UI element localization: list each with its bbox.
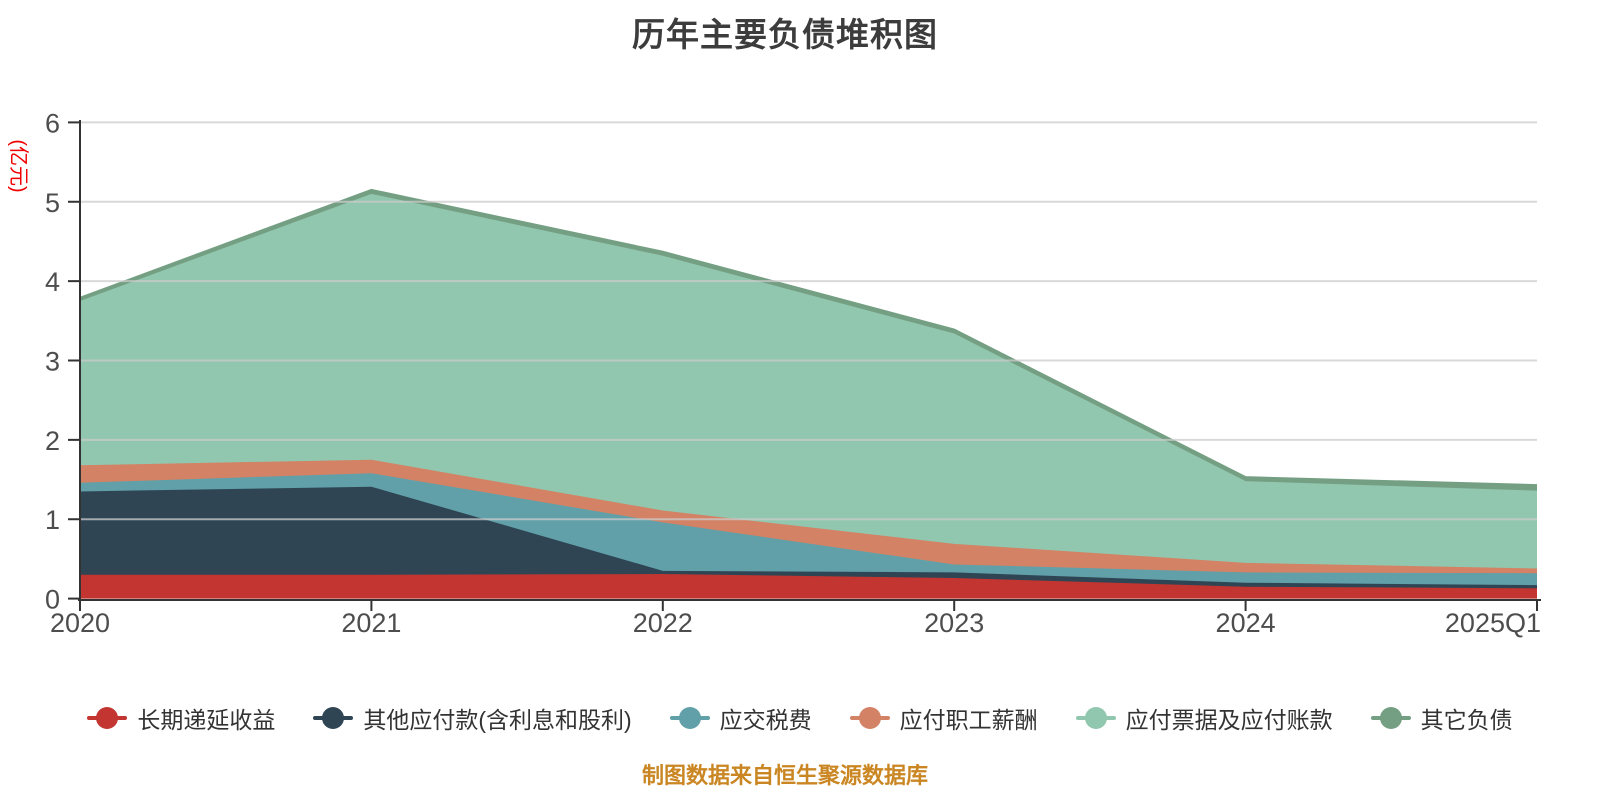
y-tick-label-6: 6 [45, 108, 60, 138]
chart-title: 历年主要负债堆积图 [632, 16, 938, 53]
legend-item-1[interactable]: 其他应付款(含利息和股利) [313, 701, 632, 735]
y-tick-label-1: 1 [45, 505, 60, 535]
y-tick-label-5: 5 [45, 188, 60, 218]
legend-item-4[interactable]: 应付票据及应付账款 [1075, 701, 1333, 735]
area-series-3[interactable] [80, 459, 1537, 574]
x-tick-label-2022: 2022 [633, 608, 693, 638]
legend-item-0[interactable]: 长期递延收益 [87, 701, 275, 735]
legend-label: 其他应付款(含利息和股利) [363, 707, 632, 733]
y-tick-label-0: 0 [45, 585, 60, 615]
x-tick-label-2024: 2024 [1216, 608, 1276, 638]
line-series-1 [79, 485, 1538, 587]
legend-label: 应交税费 [719, 707, 812, 733]
data-source-note: 制图数据来自恒生聚源数据库 [641, 763, 928, 788]
legend-line-dot-icon [1075, 707, 1116, 729]
chart-legend: 长期递延收益 其他应付款(含利息和股利) 应交税费 应付职工薪酬 应付票据及应付账款 其它… [0, 697, 1600, 739]
area-series-1[interactable] [80, 486, 1537, 589]
area-series-0[interactable] [80, 573, 1537, 599]
legend-label: 长期递延收益 [137, 707, 276, 733]
legend-label: 应付票据及应付账款 [1125, 707, 1333, 733]
legend-dot-icon [678, 707, 701, 729]
legend-dot-icon [96, 707, 119, 729]
line-series-5 [79, 188, 1538, 487]
area-series-2[interactable] [80, 473, 1537, 586]
legend-dot-icon [1379, 707, 1402, 729]
area-series-4[interactable] [80, 193, 1537, 569]
legend-line-dot-icon [1370, 707, 1411, 729]
legend-item-2[interactable]: 应交税费 [669, 701, 812, 735]
legend-dot-icon [1084, 707, 1107, 729]
x-tick-label-2023: 2023 [924, 608, 984, 638]
legend-item-5[interactable]: 其它负债 [1370, 701, 1513, 735]
legend-dot-icon [322, 707, 345, 729]
legend-label: 其它负债 [1420, 707, 1513, 733]
x-tick-label-2025Q1: 2025Q1 [1445, 608, 1541, 638]
y-tick-label-4: 4 [45, 267, 60, 297]
legend-line-dot-icon [849, 707, 890, 729]
legend-line-dot-icon [87, 707, 128, 729]
legend-label: 应付职工薪酬 [899, 707, 1038, 733]
legend-line-dot-icon [669, 707, 710, 729]
legend-line-dot-icon [313, 707, 354, 729]
legend-item-3[interactable]: 应付职工薪酬 [849, 701, 1038, 735]
x-tick-label-2020: 2020 [50, 608, 110, 638]
y-tick-label-3: 3 [45, 347, 60, 377]
legend-dot-icon [858, 707, 881, 729]
x-tick-label-2021: 2021 [341, 608, 401, 638]
y-tick-label-2: 2 [45, 426, 60, 456]
